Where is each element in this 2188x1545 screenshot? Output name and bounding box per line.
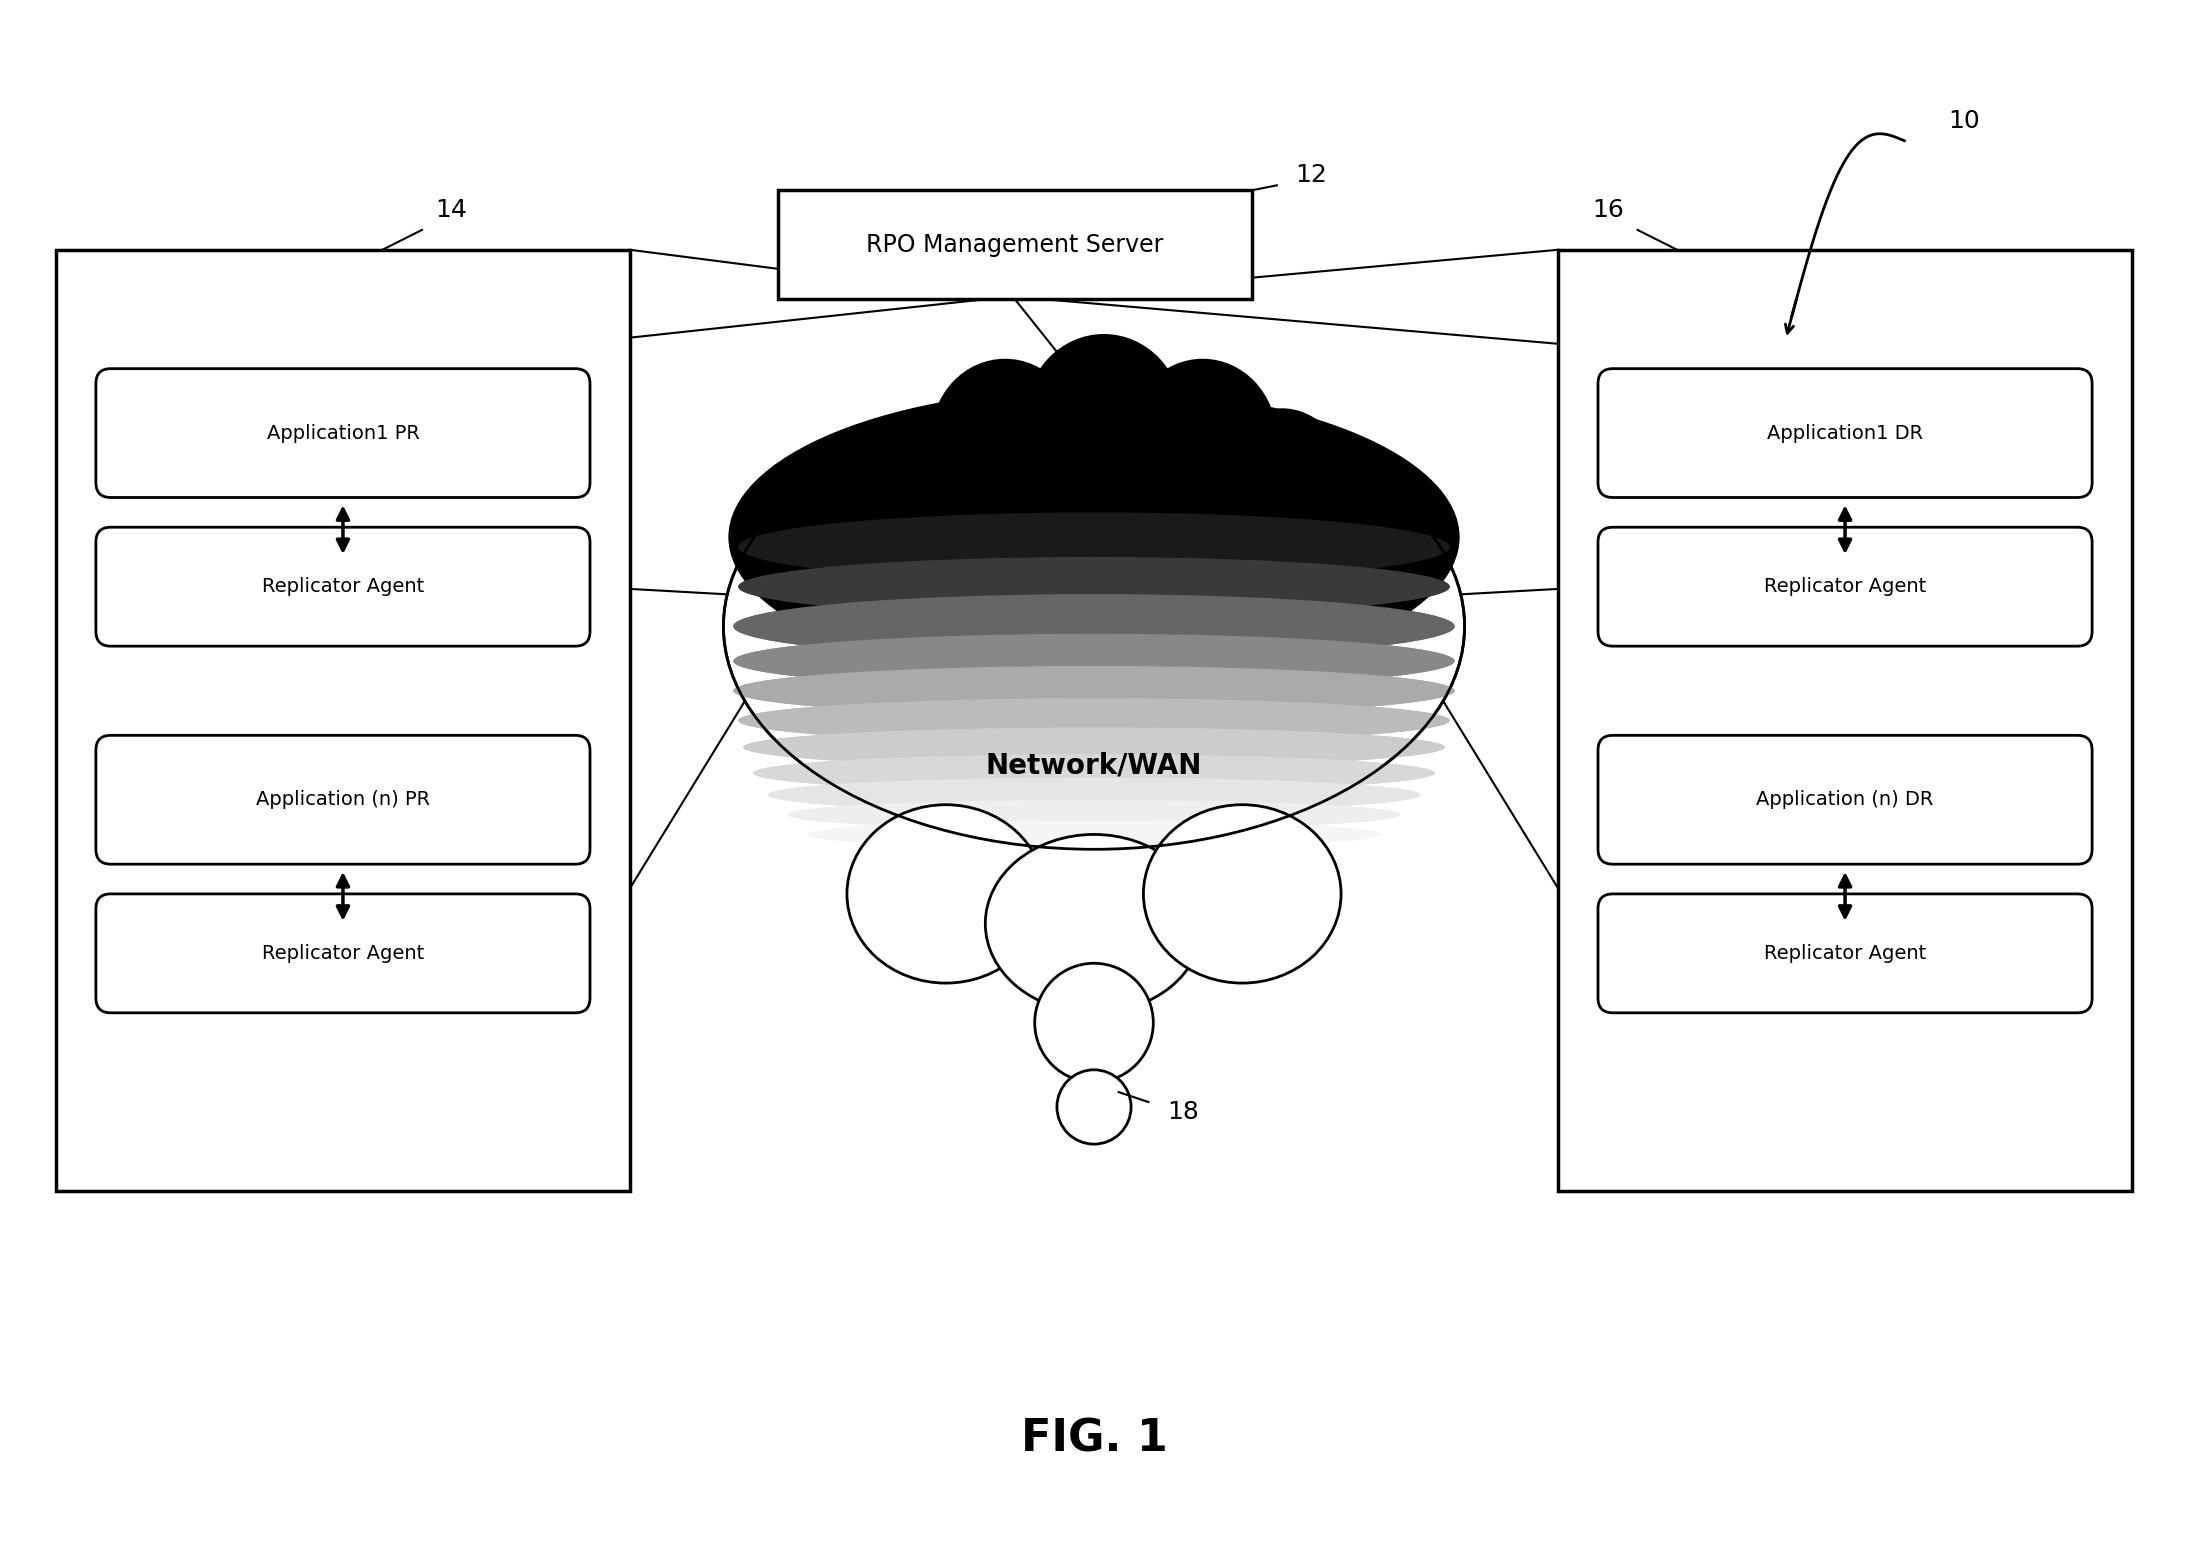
Text: Replicator Agent: Replicator Agent: [1764, 578, 1925, 596]
Ellipse shape: [724, 403, 1464, 850]
Text: 12: 12: [1295, 164, 1328, 187]
Ellipse shape: [733, 595, 1455, 658]
Ellipse shape: [1144, 805, 1341, 983]
Text: Application1 DR: Application1 DR: [1768, 423, 1923, 442]
Text: 10: 10: [1947, 108, 1980, 133]
Ellipse shape: [753, 754, 1435, 793]
Ellipse shape: [744, 728, 1444, 766]
Ellipse shape: [847, 805, 1044, 983]
FancyBboxPatch shape: [96, 527, 591, 646]
Ellipse shape: [847, 413, 985, 562]
Ellipse shape: [788, 800, 1400, 830]
Text: Replicator Agent: Replicator Agent: [1764, 944, 1925, 963]
FancyBboxPatch shape: [96, 369, 591, 497]
Ellipse shape: [737, 556, 1451, 616]
Ellipse shape: [737, 513, 1451, 582]
FancyBboxPatch shape: [96, 895, 591, 1014]
Ellipse shape: [807, 820, 1381, 848]
Ellipse shape: [737, 698, 1451, 743]
Ellipse shape: [744, 728, 1444, 766]
Ellipse shape: [753, 754, 1435, 793]
Bar: [57, 250, 630, 1191]
Ellipse shape: [733, 595, 1455, 658]
Ellipse shape: [733, 666, 1455, 715]
Text: Replicator Agent: Replicator Agent: [263, 578, 424, 596]
Text: RPO Management Server: RPO Management Server: [866, 233, 1164, 256]
Ellipse shape: [807, 820, 1381, 848]
Text: Network/WAN: Network/WAN: [987, 751, 1201, 779]
Ellipse shape: [930, 358, 1079, 518]
Text: 16: 16: [1593, 198, 1623, 222]
Ellipse shape: [1217, 408, 1346, 547]
Ellipse shape: [737, 556, 1451, 616]
Ellipse shape: [733, 666, 1455, 715]
FancyBboxPatch shape: [96, 735, 591, 864]
Text: FIG. 1: FIG. 1: [1020, 1417, 1168, 1460]
FancyBboxPatch shape: [1597, 895, 2092, 1014]
Bar: [1558, 250, 2131, 1191]
Ellipse shape: [1057, 1069, 1131, 1145]
FancyBboxPatch shape: [1597, 527, 2092, 646]
Ellipse shape: [768, 777, 1420, 813]
Ellipse shape: [788, 800, 1400, 830]
Ellipse shape: [985, 834, 1203, 1014]
Ellipse shape: [737, 513, 1451, 582]
Text: Application (n) DR: Application (n) DR: [1757, 789, 1934, 810]
Ellipse shape: [1129, 358, 1278, 518]
Text: Application (n) PR: Application (n) PR: [256, 789, 431, 810]
Text: 14: 14: [435, 198, 468, 222]
Ellipse shape: [733, 633, 1455, 688]
Text: Application1 PR: Application1 PR: [267, 423, 420, 442]
Ellipse shape: [1035, 963, 1153, 1082]
Ellipse shape: [768, 777, 1420, 813]
Bar: [777, 190, 1252, 300]
FancyBboxPatch shape: [1597, 369, 2092, 497]
Ellipse shape: [737, 698, 1451, 743]
Text: 18: 18: [1166, 1100, 1199, 1123]
Text: Replicator Agent: Replicator Agent: [263, 944, 424, 963]
Ellipse shape: [729, 388, 1459, 686]
FancyBboxPatch shape: [1597, 735, 2092, 864]
Ellipse shape: [1024, 334, 1184, 502]
Ellipse shape: [733, 633, 1455, 688]
